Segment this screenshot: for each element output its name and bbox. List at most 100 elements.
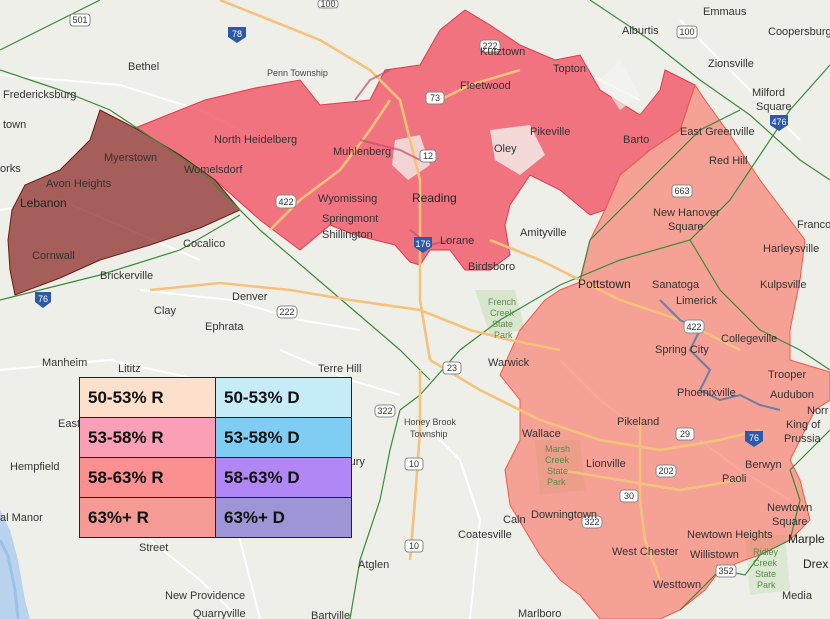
label-ridley-creek-3: State bbox=[755, 569, 776, 579]
label-clay: Clay bbox=[154, 305, 177, 317]
shield-73: 73 bbox=[425, 91, 445, 105]
shield-10-s: 10 bbox=[404, 539, 424, 553]
label-penn-township: Penn Township bbox=[267, 68, 328, 78]
svg-text:10: 10 bbox=[409, 459, 419, 469]
label-milford-square-1: Milford bbox=[752, 87, 785, 99]
shield-322: 322 bbox=[374, 404, 396, 418]
label-marsh-creek-4: Park bbox=[547, 477, 566, 487]
shield-100-top: 100 bbox=[317, 0, 339, 9]
svg-text:501: 501 bbox=[72, 15, 87, 25]
label-harleysville: Harleysville bbox=[763, 243, 819, 255]
label-ridley-creek-4: Park bbox=[757, 580, 776, 590]
label-marsh-creek-3: State bbox=[547, 466, 568, 476]
svg-text:73: 73 bbox=[430, 93, 440, 103]
label-marlboro: Marlboro bbox=[518, 608, 561, 619]
label-phoenixville: Phoenixville bbox=[677, 387, 736, 399]
label-honey-brook-1: Honey Brook bbox=[404, 417, 457, 427]
legend-d-63-plus: 63%+ D bbox=[215, 497, 352, 538]
shield-422-e: 422 bbox=[683, 319, 705, 334]
label-quarryville: Quarryville bbox=[193, 608, 246, 619]
label-kulpsville: Kulpsville bbox=[760, 279, 806, 291]
svg-text:202: 202 bbox=[658, 466, 673, 476]
legend-r-53-58: 53-58% R bbox=[79, 417, 216, 458]
label-topton: Topton bbox=[553, 63, 586, 75]
legend-r-63-plus: 63%+ R bbox=[79, 497, 216, 538]
shield-30: 30 bbox=[619, 489, 639, 503]
label-brickerville: Brickerville bbox=[100, 270, 153, 282]
label-street: Street bbox=[139, 542, 168, 554]
label-limerick: Limerick bbox=[676, 295, 717, 307]
label-french-creek-3: State bbox=[492, 319, 513, 329]
label-new-providence: New Providence bbox=[165, 590, 245, 602]
label-lorane: Lorane bbox=[440, 235, 474, 247]
label-lebanon: Lebanon bbox=[20, 196, 67, 210]
label-newtown-square-2: Square bbox=[772, 516, 807, 528]
label-newtown-heights: Newtown Heights bbox=[687, 529, 773, 541]
label-media: Media bbox=[782, 590, 813, 602]
shield-78: 78 bbox=[228, 27, 246, 43]
svg-text:176: 176 bbox=[415, 239, 430, 249]
svg-text:100: 100 bbox=[679, 27, 694, 37]
shield-29: 29 bbox=[675, 427, 695, 441]
legend-d-50-53: 50-53% D bbox=[215, 377, 352, 418]
reading-gap bbox=[490, 125, 545, 175]
label-milford-square-2: Square bbox=[756, 101, 791, 113]
label-reading: Reading bbox=[412, 191, 457, 205]
label-zionsville: Zionsville bbox=[708, 58, 754, 70]
legend-r-50-53: 50-53% R bbox=[79, 377, 216, 418]
legend-row-1: 50-53% R 50-53% D bbox=[79, 377, 352, 418]
svg-text:322: 322 bbox=[377, 406, 392, 416]
label-birdsboro: Birdsboro bbox=[468, 261, 515, 273]
svg-text:76: 76 bbox=[38, 294, 48, 304]
label-ridley-creek-2: Creek bbox=[753, 558, 778, 568]
label-coatesville: Coatesville bbox=[458, 529, 512, 541]
label-cocalico: Cocalico bbox=[183, 238, 225, 250]
shield-100: 100 bbox=[676, 25, 698, 39]
legend-d-58-63: 58-63% D bbox=[215, 457, 352, 498]
label-shillington: Shillington bbox=[322, 229, 373, 241]
shield-10-n: 10 bbox=[404, 457, 424, 471]
label-ridley-creek-1: Ridley bbox=[753, 547, 779, 557]
svg-text:78: 78 bbox=[232, 29, 242, 39]
label-french-creek-1: French bbox=[488, 297, 516, 307]
shield-76-e: 76 bbox=[745, 431, 763, 447]
label-king-of-prussia-2: Prussia bbox=[784, 433, 822, 445]
reading-center bbox=[392, 135, 430, 180]
shield-222-s: 222 bbox=[276, 305, 298, 319]
shield-202: 202 bbox=[655, 464, 677, 478]
svg-text:29: 29 bbox=[680, 429, 690, 439]
label-marple: Marple bbox=[788, 532, 825, 546]
legend-row-4: 63%+ R 63%+ D bbox=[79, 497, 352, 538]
lebanon-district-region[interactable] bbox=[7, 109, 241, 296]
label-franco: Franco bbox=[797, 219, 830, 231]
label-french-creek-4: Park bbox=[494, 330, 513, 340]
shield-501: 501 bbox=[69, 13, 91, 27]
label-barto: Barto bbox=[623, 134, 649, 146]
label-myerstown: Myerstown bbox=[104, 152, 157, 164]
legend-r-58-63: 58-63% R bbox=[79, 457, 216, 498]
label-sanatoga: Sanatoga bbox=[652, 279, 700, 291]
label-lionville: Lionville bbox=[586, 458, 626, 470]
label-east-greenville: East Greenville bbox=[680, 126, 755, 138]
label-warwick: Warwick bbox=[488, 357, 530, 369]
shield-222-top: 222 bbox=[479, 39, 501, 53]
label-red-hill: Red Hill bbox=[709, 155, 748, 167]
svg-text:222: 222 bbox=[482, 41, 497, 51]
label-marsh-creek-1: Marsh bbox=[545, 444, 570, 454]
svg-text:76: 76 bbox=[749, 433, 759, 443]
label-fredericksburg: Fredericksburg bbox=[3, 89, 76, 101]
label-honey-brook-2: Township bbox=[410, 429, 448, 439]
label-terre-hill: Terre Hill bbox=[318, 363, 361, 375]
svg-text:30: 30 bbox=[624, 491, 634, 501]
label-avon-heights: Avon Heights bbox=[46, 178, 112, 190]
river-water bbox=[0, 510, 30, 619]
label-fleetwood: Fleetwood bbox=[460, 80, 511, 92]
label-newtown-square-1: Newtown bbox=[767, 502, 812, 514]
place-labels: Kutztown Topton Alburtis Emmaus Coopersb… bbox=[0, 6, 830, 619]
svg-text:222: 222 bbox=[279, 307, 294, 317]
label-lititz: Lititz bbox=[118, 363, 141, 375]
label-amityville: Amityville bbox=[520, 227, 566, 239]
label-norr: Norr bbox=[807, 405, 829, 417]
